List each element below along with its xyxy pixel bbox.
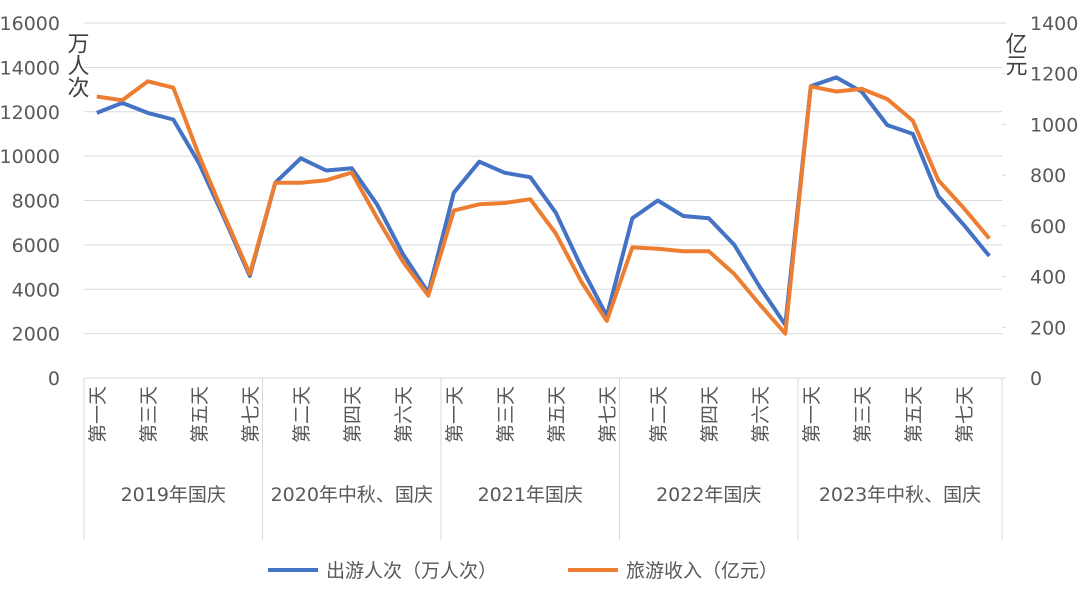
y2-axis-title: 亿元 xyxy=(1002,32,1028,76)
y2-tick-label: 1400 xyxy=(1030,13,1078,35)
y-axis-title: 万人次 xyxy=(64,32,90,98)
x-tick-label: 第六天 xyxy=(393,386,415,443)
x-tick-label: 第五天 xyxy=(189,386,211,443)
x-tick-label: 第二天 xyxy=(291,386,313,443)
y-tick-label: 8000 xyxy=(12,191,60,213)
legend-label: 出游人次（万人次） xyxy=(326,560,497,582)
x-tick-label: 第三天 xyxy=(852,386,874,443)
y2-tick-label: 0 xyxy=(1030,368,1042,390)
x-tick-label: 第一天 xyxy=(801,386,823,443)
x-tick-label: 第三天 xyxy=(138,386,160,443)
x-tick-label: 第七天 xyxy=(597,386,619,443)
x-tick-label: 第四天 xyxy=(699,386,721,443)
x-tick-label: 第二天 xyxy=(648,386,670,443)
group-label: 2022年国庆 xyxy=(656,484,762,506)
y-tick-label: 12000 xyxy=(0,102,60,124)
x-tick-label: 第三天 xyxy=(495,386,517,443)
y-tick-label: 10000 xyxy=(0,146,60,168)
y2-tick-label: 600 xyxy=(1030,216,1066,238)
x-tick-label: 第七天 xyxy=(954,386,976,443)
group-label: 2020年中秋、国庆 xyxy=(270,484,433,506)
y2-tick-label: 200 xyxy=(1030,317,1066,339)
x-tick-label: 第五天 xyxy=(546,386,568,443)
series-line xyxy=(96,79,991,336)
group-label: 2019年国庆 xyxy=(120,484,226,506)
y-tick-label: 0 xyxy=(48,368,60,390)
x-tick-label: 第一天 xyxy=(87,386,109,443)
y2-tick-label: 1000 xyxy=(1030,114,1078,136)
y2-tick-label: 800 xyxy=(1030,165,1066,187)
legend-label: 旅游收入（亿元） xyxy=(626,560,778,582)
x-tick-label: 第七天 xyxy=(240,386,262,443)
group-label: 2023年中秋、国庆 xyxy=(818,484,982,506)
series-line xyxy=(96,75,991,327)
x-tick-label: 第六天 xyxy=(750,386,772,443)
y-tick-label: 6000 xyxy=(12,235,60,257)
y-tick-label: 16000 xyxy=(0,13,60,35)
x-tick-label: 第四天 xyxy=(342,386,364,443)
y-tick-label: 14000 xyxy=(0,57,60,79)
y-tick-label: 2000 xyxy=(12,324,60,346)
y2-tick-label: 1200 xyxy=(1030,64,1078,86)
x-tick-label: 第五天 xyxy=(903,386,925,443)
x-tick-label: 第一天 xyxy=(444,386,466,443)
group-label: 2021年国庆 xyxy=(477,484,583,506)
y-tick-label: 4000 xyxy=(12,279,60,301)
y2-tick-label: 400 xyxy=(1030,267,1066,289)
